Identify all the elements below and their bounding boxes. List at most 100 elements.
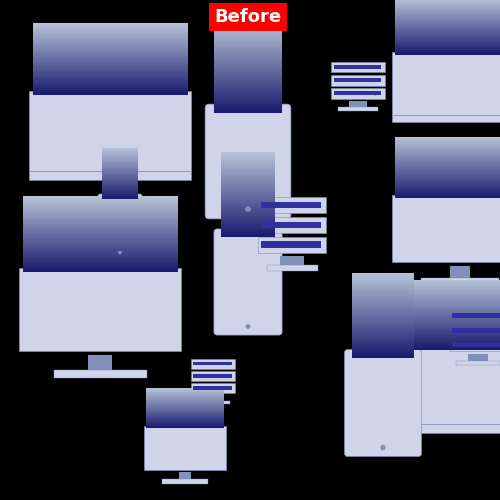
Bar — [220, 165, 276, 166]
Bar — [258, 198, 326, 214]
Bar — [378, 312, 500, 314]
Bar — [22, 257, 178, 258]
Bar — [352, 321, 414, 322]
Bar — [32, 27, 188, 28]
Bar — [22, 205, 178, 206]
Bar — [352, 284, 414, 286]
Bar — [214, 76, 282, 77]
Bar — [378, 335, 500, 336]
Bar — [352, 316, 414, 317]
Bar — [214, 64, 282, 65]
Bar — [395, 34, 500, 35]
Bar — [214, 56, 282, 58]
Bar — [352, 352, 414, 354]
Bar — [395, 180, 500, 182]
Bar — [378, 295, 500, 296]
Bar — [32, 94, 188, 95]
Bar — [22, 223, 178, 224]
Bar — [378, 286, 500, 287]
Bar — [214, 104, 282, 106]
Bar — [395, 155, 500, 156]
Bar — [378, 344, 500, 346]
Bar — [32, 66, 188, 68]
Bar — [378, 304, 500, 306]
Bar — [214, 89, 282, 90]
Bar — [102, 194, 138, 196]
Bar — [220, 169, 276, 170]
Bar — [214, 34, 282, 36]
Bar — [146, 395, 224, 396]
Bar — [146, 396, 224, 397]
Bar — [352, 293, 414, 294]
Bar — [395, 32, 500, 33]
Bar — [102, 170, 138, 171]
Bar — [32, 39, 188, 40]
Bar — [352, 287, 414, 288]
Bar — [220, 223, 276, 224]
Bar — [395, 15, 500, 16]
Bar — [22, 219, 178, 220]
Bar — [22, 248, 178, 250]
Bar — [378, 308, 500, 309]
Bar — [395, 142, 500, 143]
Bar — [32, 29, 188, 30]
Bar — [32, 44, 188, 45]
Bar — [146, 417, 224, 418]
Circle shape — [374, 66, 377, 68]
Bar — [32, 71, 188, 72]
Bar — [352, 276, 414, 277]
Bar — [258, 217, 326, 233]
Bar — [395, 160, 500, 162]
Bar — [102, 182, 138, 183]
Bar — [395, 157, 500, 158]
Bar — [392, 52, 500, 115]
Bar — [352, 350, 414, 351]
Bar — [22, 254, 178, 256]
Bar — [22, 214, 178, 216]
Bar — [146, 393, 224, 394]
FancyBboxPatch shape — [344, 350, 422, 457]
Bar — [32, 47, 188, 48]
Bar — [378, 343, 500, 344]
Bar — [214, 109, 282, 110]
Bar — [220, 156, 276, 158]
Bar — [395, 12, 500, 13]
Bar — [395, 174, 500, 176]
Bar — [146, 398, 224, 399]
Bar — [32, 90, 188, 92]
Bar — [214, 86, 282, 88]
Bar — [220, 210, 276, 212]
Bar — [452, 343, 500, 347]
Bar — [352, 324, 414, 326]
Bar — [32, 80, 188, 82]
Bar — [22, 267, 178, 268]
Bar — [352, 318, 414, 320]
Bar — [220, 234, 276, 235]
Bar — [378, 303, 500, 304]
Bar — [352, 292, 414, 293]
Bar — [395, 159, 500, 160]
Bar — [214, 60, 282, 62]
Bar — [214, 26, 282, 27]
Bar — [220, 180, 276, 182]
Bar — [32, 54, 188, 56]
Bar — [146, 399, 224, 400]
Bar — [214, 40, 282, 42]
Bar — [32, 30, 188, 32]
Bar — [395, 6, 500, 8]
Bar — [395, 148, 500, 149]
Bar — [352, 312, 414, 314]
Bar — [395, 189, 500, 190]
Bar — [214, 92, 282, 94]
Bar — [214, 32, 282, 33]
Bar — [395, 8, 500, 10]
Bar — [214, 77, 282, 78]
Bar — [22, 243, 178, 244]
Bar — [352, 290, 414, 292]
Bar — [146, 397, 224, 398]
Bar — [220, 164, 276, 165]
Bar — [214, 71, 282, 72]
Bar — [146, 405, 224, 406]
Circle shape — [246, 207, 250, 212]
Bar — [22, 229, 178, 230]
